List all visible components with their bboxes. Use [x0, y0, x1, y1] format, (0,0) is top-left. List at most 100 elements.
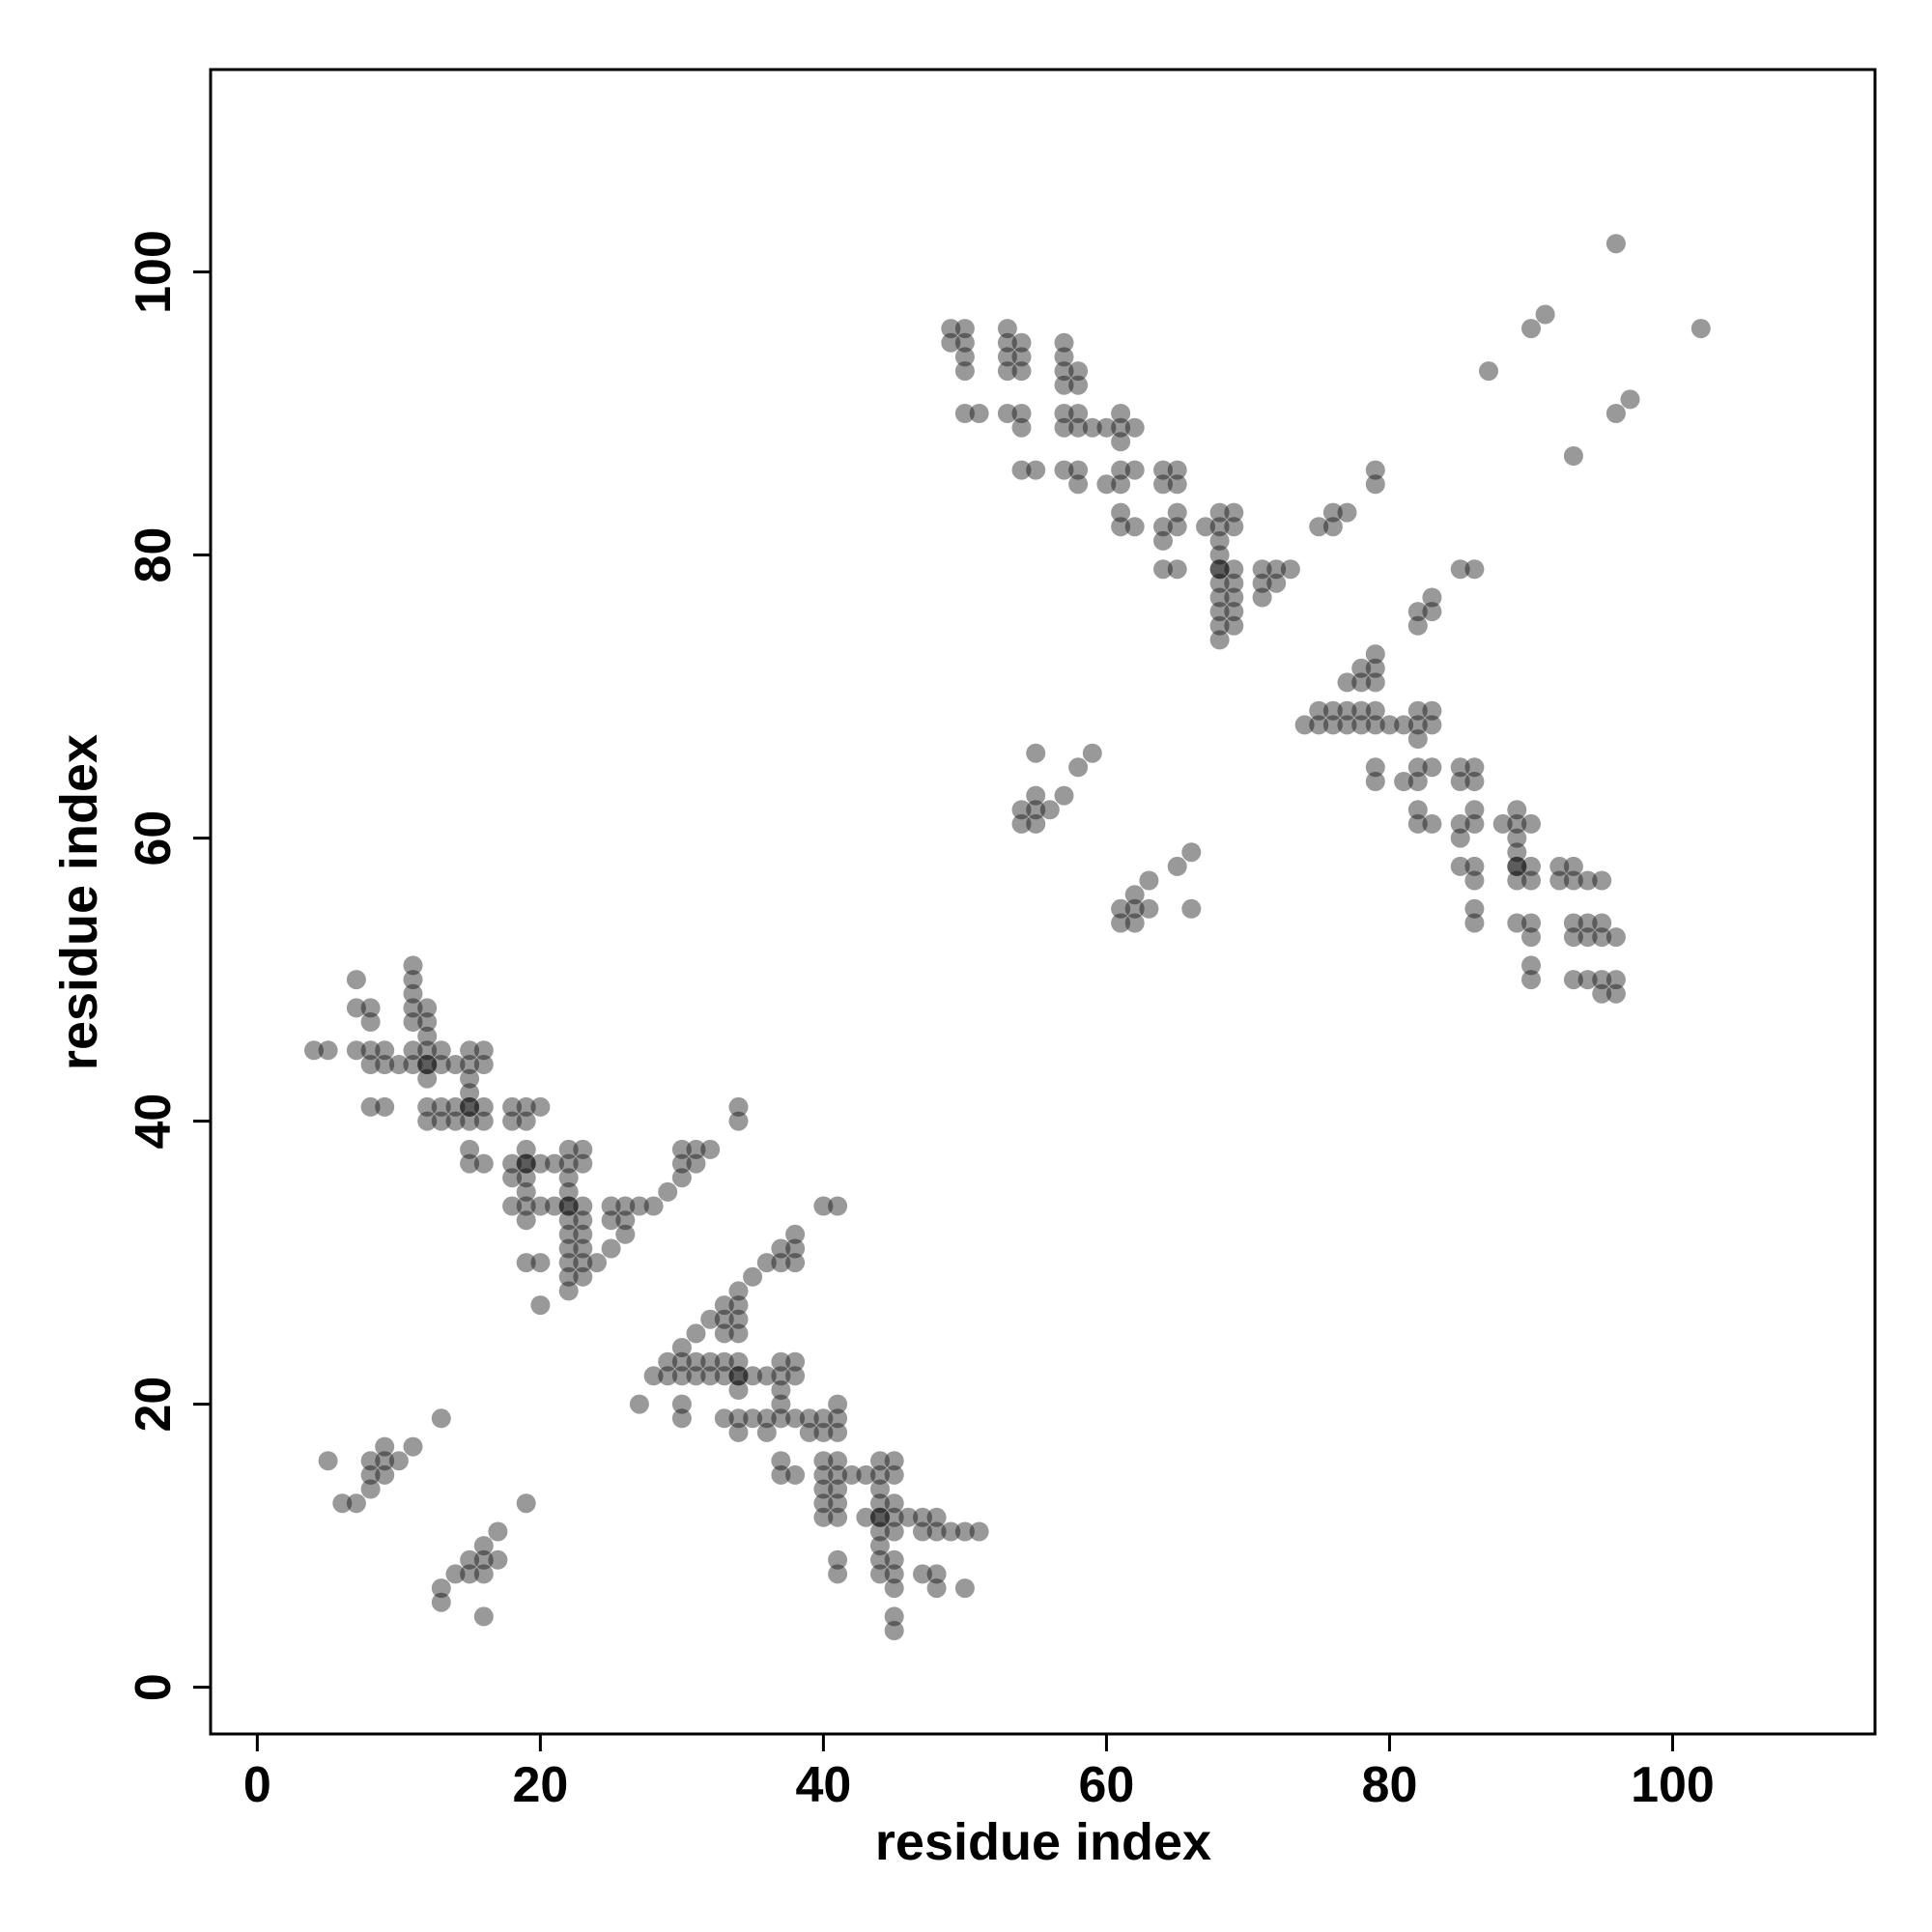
contact-point	[488, 1549, 508, 1570]
contact-point	[1450, 828, 1470, 848]
contact-point	[573, 1224, 593, 1244]
x-tick-label: 100	[1631, 1757, 1715, 1813]
contact-point	[1011, 332, 1032, 353]
contact-point	[785, 1464, 806, 1485]
contact-point	[1111, 417, 1131, 438]
contact-point	[856, 1464, 876, 1485]
contact-point	[1309, 700, 1329, 721]
contact-point	[954, 361, 975, 382]
contact-point	[431, 1040, 451, 1061]
contact-point	[884, 1493, 904, 1514]
contact-point	[756, 1253, 777, 1273]
contact-point	[1592, 870, 1612, 891]
contact-point	[884, 1521, 904, 1542]
contact-point	[997, 319, 1017, 339]
contact-point	[558, 1253, 579, 1273]
contact-point	[1521, 927, 1541, 948]
contact-point	[1054, 361, 1074, 382]
contact-point	[756, 1422, 777, 1442]
contact-point	[417, 1068, 438, 1089]
contact-point	[870, 1464, 890, 1485]
contact-point	[1068, 460, 1089, 480]
contact-point	[1450, 772, 1470, 791]
contact-point	[785, 1408, 806, 1429]
contact-point	[615, 1224, 636, 1244]
contact-point	[1407, 772, 1428, 791]
x-tick-label: 40	[795, 1757, 851, 1813]
contact-point	[1365, 757, 1385, 778]
contact-point	[1337, 672, 1357, 693]
contact-point	[1068, 757, 1089, 778]
contact-point	[346, 1493, 366, 1514]
contact-point	[1054, 404, 1074, 423]
contact-point	[686, 1323, 706, 1344]
contact-point	[898, 1507, 919, 1527]
contact-point	[913, 1521, 932, 1542]
contact-point	[445, 1055, 466, 1074]
contact-point	[1153, 559, 1173, 580]
contact-point	[375, 1436, 395, 1457]
contact-point	[954, 1521, 975, 1542]
contact-point	[1124, 898, 1145, 919]
contact-point	[1563, 927, 1583, 948]
contact-point	[1337, 715, 1357, 735]
contact-point	[1153, 460, 1173, 480]
contact-point	[828, 1408, 848, 1429]
contact-point	[671, 1351, 692, 1372]
contact-point	[714, 1295, 734, 1316]
contact-point	[431, 1408, 451, 1429]
contact-point	[700, 1351, 721, 1372]
contact-point	[813, 1451, 834, 1471]
contact-point	[1139, 870, 1159, 891]
contact-point	[671, 1394, 692, 1414]
contact-point	[1026, 800, 1046, 820]
contact-point	[1209, 559, 1230, 580]
contact-point	[785, 1253, 806, 1273]
y-tick-label: 0	[126, 1673, 182, 1701]
contact-point	[573, 1210, 593, 1231]
contact-point	[558, 1139, 579, 1159]
contact-point	[1577, 913, 1598, 933]
contact-point	[728, 1295, 749, 1316]
contact-point	[516, 1153, 536, 1174]
contact-point	[1209, 573, 1230, 593]
contact-point	[375, 1055, 395, 1074]
contact-point	[785, 1238, 806, 1259]
contact-point	[1464, 559, 1485, 580]
contact-point	[346, 1040, 366, 1061]
contact-point	[870, 1479, 890, 1499]
contact-point	[1322, 700, 1343, 721]
contact-point	[1422, 700, 1442, 721]
contact-point	[1124, 885, 1145, 905]
contact-point	[473, 1055, 494, 1074]
contact-point	[828, 1464, 848, 1485]
contact-point	[473, 1111, 494, 1131]
contact-point	[1068, 375, 1089, 395]
contact-point	[813, 1422, 834, 1442]
contact-point	[1563, 970, 1583, 990]
contact-point	[502, 1168, 523, 1188]
contact-point	[1351, 658, 1372, 678]
contact-point	[643, 1196, 664, 1216]
contact-point	[1407, 615, 1428, 636]
contact-point	[884, 1578, 904, 1599]
contact-point	[360, 1451, 381, 1471]
contact-point	[1167, 517, 1187, 537]
contact-point	[1365, 474, 1385, 495]
contact-point	[1266, 559, 1287, 580]
contact-point	[1322, 502, 1343, 523]
contact-point	[700, 1309, 721, 1329]
contact-point	[1153, 474, 1173, 495]
contact-point	[360, 1479, 381, 1499]
contact-point	[671, 1153, 692, 1174]
contact-point	[431, 1111, 451, 1131]
contact-point	[1592, 913, 1612, 933]
contact-point	[1139, 898, 1159, 919]
contact-point	[1011, 813, 1032, 834]
contact-point	[530, 1196, 551, 1216]
contact-point	[870, 1451, 890, 1471]
contact-point	[1365, 672, 1385, 693]
contact-point	[1464, 898, 1485, 919]
contact-point	[941, 319, 961, 339]
contact-point	[813, 1493, 834, 1514]
